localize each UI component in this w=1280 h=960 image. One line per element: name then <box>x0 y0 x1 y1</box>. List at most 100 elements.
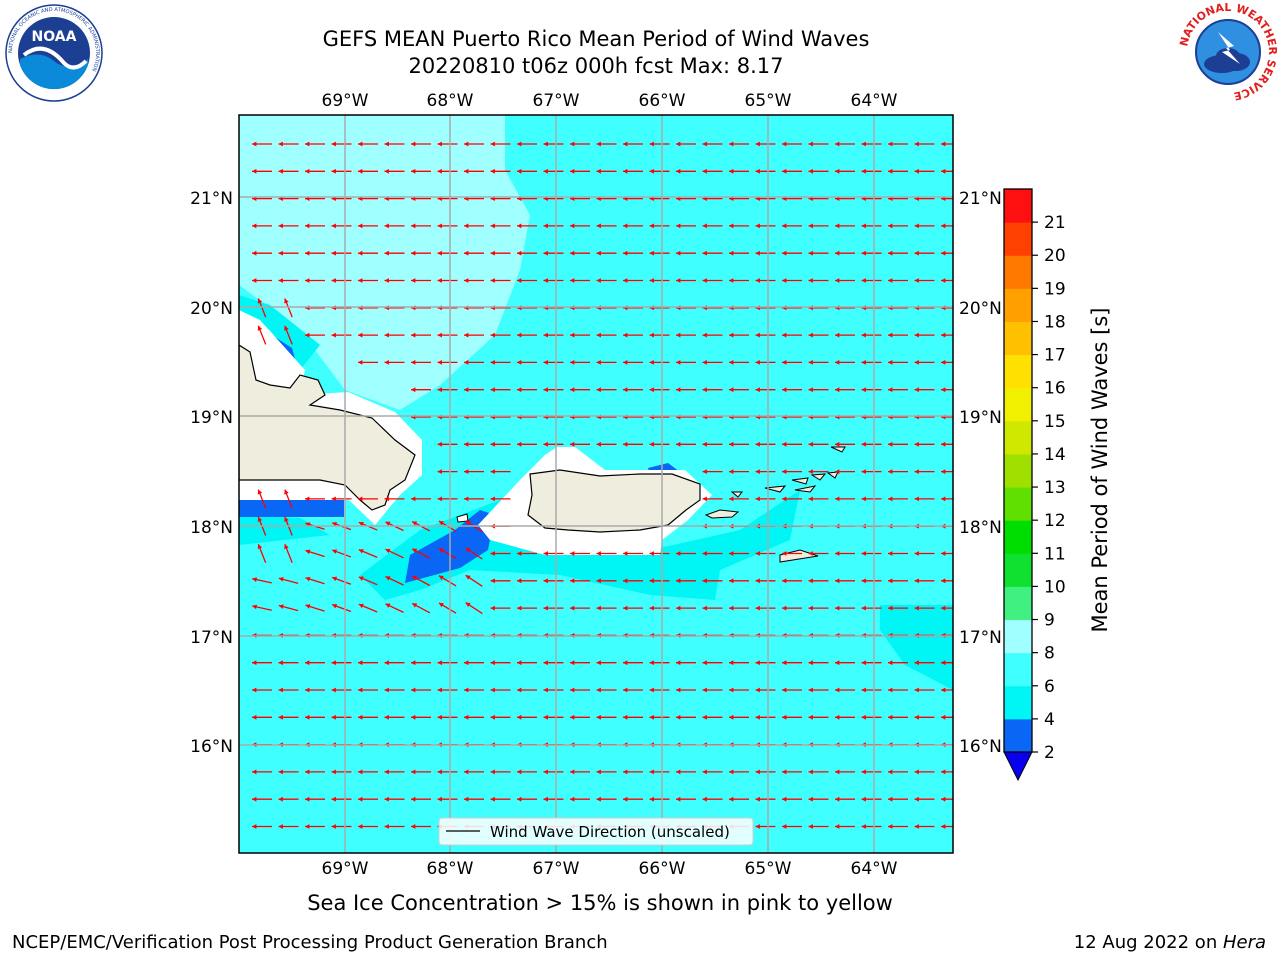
lat-label-right: 17°N <box>959 628 1002 648</box>
wave-direction-arrow <box>623 332 643 338</box>
land-hispaniola <box>239 344 416 511</box>
wave-direction-arrow <box>676 387 696 393</box>
wave-direction-arrow <box>331 603 352 613</box>
wave-direction-arrow <box>331 141 352 147</box>
wave-direction-arrow <box>702 769 723 775</box>
wave-direction-arrow <box>437 168 458 174</box>
wave-direction-arrow <box>702 469 723 474</box>
wave-direction-arrow <box>517 605 537 611</box>
map-frame <box>238 114 954 854</box>
colorbar-segment <box>1004 189 1032 223</box>
wave-direction-arrow <box>331 549 352 558</box>
wave-direction-arrow <box>729 387 749 393</box>
wave-direction-arrow <box>305 549 325 558</box>
wave-direction-arrow <box>596 441 617 447</box>
wave-direction-arrow <box>570 714 590 720</box>
wave-direction-arrow <box>649 796 670 802</box>
land-vieques <box>704 509 740 519</box>
colorbar-segment <box>1004 321 1032 356</box>
wave-direction-arrow <box>623 796 643 802</box>
wave-direction-arrow <box>702 660 723 666</box>
wave-direction-arrow <box>649 687 670 693</box>
wave-direction-arrow <box>331 769 352 775</box>
wave-direction-arrow <box>465 547 483 560</box>
wave-direction-arrow <box>384 250 405 256</box>
wave-direction-arrow <box>835 578 855 584</box>
wave-direction-arrow <box>464 278 484 283</box>
wave-direction-arrow <box>676 360 696 365</box>
wave-direction-arrow <box>384 687 405 693</box>
wave-direction-arrow <box>914 660 935 666</box>
nws-logo: NATIONAL WEATHER SERVICE <box>1178 2 1278 102</box>
wave-direction-arrow <box>835 469 855 474</box>
wave-direction-arrow <box>941 278 953 283</box>
wave-direction-arrow <box>517 360 537 365</box>
wave-direction-arrow <box>437 332 458 338</box>
wave-direction-arrow <box>702 223 723 229</box>
wave-direction-arrow <box>437 714 458 720</box>
wave-direction-arrow <box>888 387 908 393</box>
wave-direction-arrow <box>755 496 776 502</box>
wave-direction-arrow <box>914 441 935 447</box>
wave-direction-arrow <box>676 796 696 802</box>
wave-direction-arrow <box>835 605 855 611</box>
wave-direction-arrow <box>490 250 511 256</box>
lon-label-bottom: 67°W <box>533 859 580 879</box>
wave-direction-arrow <box>808 769 829 775</box>
wave-direction-arrow <box>331 496 352 502</box>
colorbar-tick-label: 17 <box>1044 346 1066 366</box>
wave-direction-arrow <box>517 769 537 775</box>
wave-direction-arrow <box>437 469 458 474</box>
colorbar-tick-label: 4 <box>1044 710 1055 730</box>
colorbar: 2 4 6 8 9 10 11 12 13 14 15 16 17 18 19 20 21 <box>1003 188 1066 782</box>
wave-direction-arrow <box>649 250 670 256</box>
wave-direction-arrow <box>543 769 564 775</box>
wave-direction-arrow <box>729 223 749 229</box>
wave-direction-arrow <box>596 223 617 229</box>
wave-direction-arrow <box>358 603 378 613</box>
wave-direction-arrow <box>411 769 431 775</box>
wave-direction-arrow <box>257 489 267 509</box>
wave-direction-arrow <box>596 168 617 174</box>
wave-direction-arrow <box>941 578 953 584</box>
wave-direction-arrow <box>623 605 643 611</box>
wave-direction-arrow <box>284 489 293 509</box>
wave-direction-arrow <box>596 278 617 283</box>
colorbar-tick-label: 20 <box>1044 246 1066 266</box>
wave-direction-arrow <box>570 168 590 174</box>
wave-direction-arrow <box>782 769 802 775</box>
wave-direction-arrow <box>835 332 855 338</box>
wave-direction-arrow <box>888 469 908 474</box>
wave-direction-arrow <box>755 796 776 802</box>
wave-direction-arrow <box>543 360 564 365</box>
wave-direction-arrow <box>702 578 723 584</box>
wave-direction-arrow <box>808 578 829 584</box>
wave-direction-arrow <box>676 660 696 666</box>
wave-direction-arrow <box>702 278 723 283</box>
colorbar-segment <box>1004 453 1032 488</box>
wave-direction-arrow <box>888 141 908 147</box>
wave-direction-arrow <box>702 250 723 256</box>
wave-direction-arrow <box>411 714 431 720</box>
wave-direction-arrow <box>914 250 935 256</box>
wave-direction-arrow <box>252 660 272 666</box>
wave-direction-arrow <box>623 687 643 693</box>
wave-direction-arrow <box>464 769 484 775</box>
wave-direction-arrow <box>331 168 352 174</box>
wave-direction-arrow <box>623 769 643 775</box>
wave-direction-arrow <box>490 469 511 474</box>
wave-direction-arrow <box>914 496 935 502</box>
wave-direction-arrow <box>437 141 458 147</box>
wave-direction-arrow <box>490 441 511 447</box>
wave-direction-arrow <box>649 278 670 283</box>
wave-direction-arrow <box>702 441 723 447</box>
wave-field-4-6s-east <box>880 605 953 690</box>
noaa-logo: NOAA NATIONAL OCEANIC AND ATMOSPHERIC AD… <box>5 4 103 102</box>
wave-direction-arrow <box>543 687 564 693</box>
lon-label-top: 69°W <box>322 91 369 111</box>
wave-direction-arrow <box>649 578 670 584</box>
wave-direction-arrow <box>623 141 643 147</box>
wave-direction-arrow <box>411 250 431 256</box>
wave-direction-arrow <box>252 824 272 829</box>
wave-direction-arrow <box>755 578 776 584</box>
